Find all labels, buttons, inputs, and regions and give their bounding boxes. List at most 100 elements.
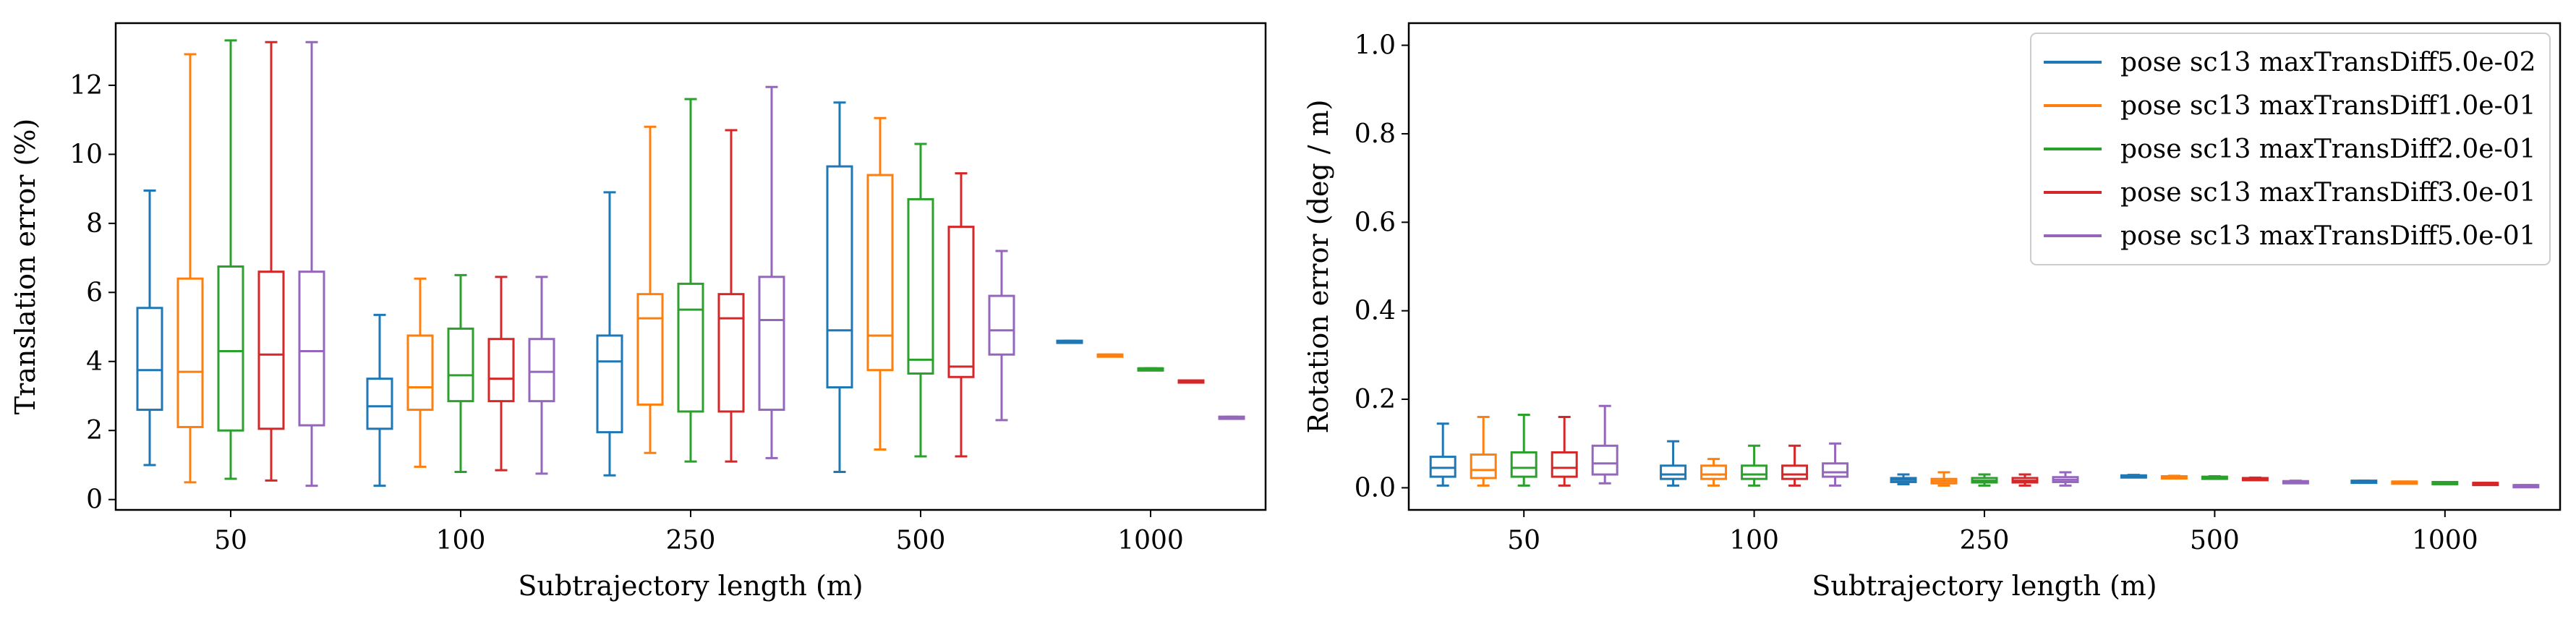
box-iqr	[366, 378, 393, 430]
box-1-50	[136, 189, 163, 466]
box-iqr	[988, 294, 1015, 356]
box-3-500	[2201, 475, 2228, 480]
translation-error-panel: 0 2 4 6 8 10 12 50 100 250 500 1000 Subtrajectory le…	[9, 22, 1267, 602]
x-tick-label: 100	[436, 526, 486, 555]
box-iqr	[947, 226, 975, 378]
y-tick-label: 1.0	[1355, 31, 1396, 61]
x-tick-label: 250	[1960, 526, 2010, 555]
legend-label: pose sc13 maxTransDiff1.0e-01	[2120, 91, 2536, 121]
y-tick-label: 8	[86, 209, 103, 239]
x-tick-label: 500	[2190, 526, 2240, 555]
box-iqr	[528, 338, 555, 403]
x-tick-label: 50	[1507, 526, 1540, 555]
box-1-50	[1429, 422, 1457, 487]
box-iqr	[447, 327, 474, 403]
y-tick-label: 0.0	[1355, 473, 1396, 503]
box-5-500	[2282, 480, 2309, 485]
y-tick-label: 0.2	[1355, 385, 1396, 414]
box-2-1000	[2391, 480, 2418, 485]
box-5-50	[1591, 404, 1618, 485]
box-iqr	[1781, 464, 1809, 480]
box-iqr	[217, 265, 244, 432]
box-4-500	[2241, 476, 2269, 482]
box-iqr	[298, 270, 325, 427]
box-3-100	[447, 273, 474, 473]
y-axis-label: Translation error (%)	[9, 119, 41, 415]
y-tick-label: 0.4	[1355, 297, 1396, 326]
box-iqr	[1660, 464, 1687, 480]
box-2-250	[1930, 471, 1958, 487]
box-5-500	[988, 250, 1015, 422]
box-3-50	[217, 39, 244, 480]
box-iqr	[677, 282, 704, 413]
box-1-1000	[2350, 480, 2378, 485]
box-1-250	[1890, 473, 1917, 486]
box-iqr	[1470, 453, 1497, 480]
box-2-250	[636, 125, 664, 454]
x-axis-label: Subtrajectory length (m)	[518, 570, 863, 602]
box-2-1000	[1096, 353, 1124, 358]
box-iqr	[758, 276, 785, 412]
box-1-500	[2120, 474, 2147, 479]
rotation-error-panel: 0.0 0.2 0.4 0.6 0.8 1.0 50 100 250 500 1000 Subtraj…	[1302, 22, 2562, 602]
box-4-1000	[2472, 482, 2499, 487]
box-4-50	[1551, 416, 1578, 487]
x-axis-label: Subtrajectory length (m)	[1812, 570, 2157, 602]
box-3-250	[677, 98, 704, 463]
legend-label: pose sc13 maxTransDiff2.0e-01	[2120, 135, 2536, 164]
box-3-1000	[2431, 480, 2459, 485]
x-tick-label: 100	[1729, 526, 1779, 555]
plot-frame	[114, 22, 1267, 511]
box-iqr	[1822, 462, 1849, 478]
box-3-50	[1510, 413, 1538, 487]
box-iqr	[176, 277, 204, 428]
box-iqr	[1591, 444, 1618, 476]
box-iqr	[1700, 464, 1728, 480]
box-5-250	[758, 85, 785, 459]
box-iqr	[826, 165, 853, 389]
box-4-500	[947, 172, 975, 458]
plot-frame	[1407, 22, 2562, 511]
box-4-100	[487, 276, 515, 472]
y-tick-label: 6	[86, 278, 103, 307]
box-3-250	[1971, 473, 1998, 487]
x-tick-label: 1000	[1117, 526, 1184, 555]
box-iqr	[406, 334, 434, 412]
box-iqr	[717, 293, 745, 413]
box-2-50	[1470, 416, 1497, 487]
box-4-100	[1781, 444, 1809, 487]
box-4-250	[717, 129, 745, 463]
x-tick-label: 250	[666, 526, 716, 555]
box-5-1000	[1218, 415, 1245, 420]
box-5-100	[1822, 442, 1849, 487]
box-iqr	[907, 197, 934, 375]
box-iqr	[1429, 456, 1457, 478]
box-iqr	[636, 293, 664, 406]
y-tick-label: 0	[86, 485, 103, 515]
box-1-1000	[1056, 339, 1083, 344]
y-tick-label: 4	[86, 347, 103, 377]
legend-label: pose sc13 maxTransDiff5.0e-02	[2120, 48, 2536, 77]
box-2-50	[176, 53, 204, 484]
y-tick-label: 0.6	[1355, 208, 1396, 237]
box-5-1000	[2512, 484, 2540, 489]
box-iqr	[866, 174, 894, 372]
box-iqr	[257, 270, 285, 430]
box-5-250	[2052, 471, 2079, 487]
x-tick-label: 500	[896, 526, 946, 555]
legend-frame	[2030, 33, 2551, 265]
x-tick-label: 50	[214, 526, 247, 555]
box-1-100	[366, 313, 393, 487]
box-iqr	[1551, 451, 1578, 478]
box-2-500	[866, 116, 894, 451]
box-iqr	[596, 334, 623, 434]
box-iqr	[487, 338, 515, 403]
box-iqr	[1510, 451, 1538, 478]
box-3-100	[1741, 444, 1768, 487]
y-tick-label: 0.8	[1355, 119, 1396, 149]
y-tick-label: 12	[69, 71, 103, 101]
x-tick-label: 1000	[2412, 526, 2478, 555]
box-3-1000	[1137, 367, 1164, 372]
box-iqr	[1741, 464, 1768, 480]
